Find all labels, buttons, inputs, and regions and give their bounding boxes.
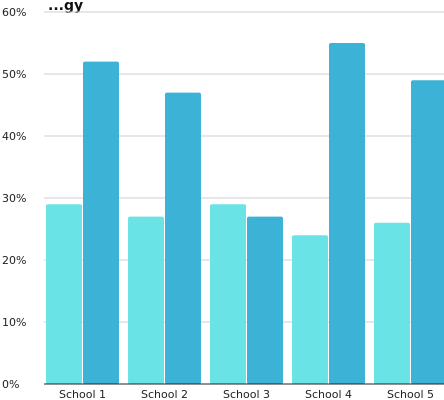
x-tick-label: School 1 [59, 388, 106, 400]
x-axis-tick-labels: School 1 School 2 School 3 School 4 School 5 [59, 388, 434, 400]
bar-school-5-series-1 [374, 222, 410, 384]
bar-school-2-series-2 [165, 92, 201, 384]
y-tick-label: 30% [2, 192, 26, 205]
y-tick-label: 0% [2, 378, 19, 391]
y-axis-tick-labels: 0% 10% 20% 30% 40% 50% 60% [2, 6, 26, 391]
bar-school-1-series-1 [46, 204, 82, 384]
bar-school-2-series-1 [128, 216, 164, 384]
x-tick-label: School 2 [141, 388, 188, 400]
bar-school-1-series-2 [83, 61, 119, 384]
x-tick-label: School 3 [223, 388, 270, 400]
bars [46, 43, 444, 384]
bar-school-5-series-2 [411, 80, 444, 384]
y-tick-label: 20% [2, 254, 26, 267]
x-tick-label: School 4 [305, 388, 352, 400]
x-tick-label: School 5 [387, 388, 434, 400]
bar-school-3-series-2 [247, 216, 283, 384]
y-tick-label: 40% [2, 130, 26, 143]
y-tick-label: 50% [2, 68, 26, 81]
y-tick-label: 60% [2, 6, 26, 19]
bar-school-4-series-1 [292, 235, 328, 384]
bar-school-4-series-2 [329, 43, 365, 384]
bar-school-3-series-1 [210, 204, 246, 384]
chart-title: ...gy [48, 0, 83, 14]
y-tick-label: 10% [2, 316, 26, 329]
